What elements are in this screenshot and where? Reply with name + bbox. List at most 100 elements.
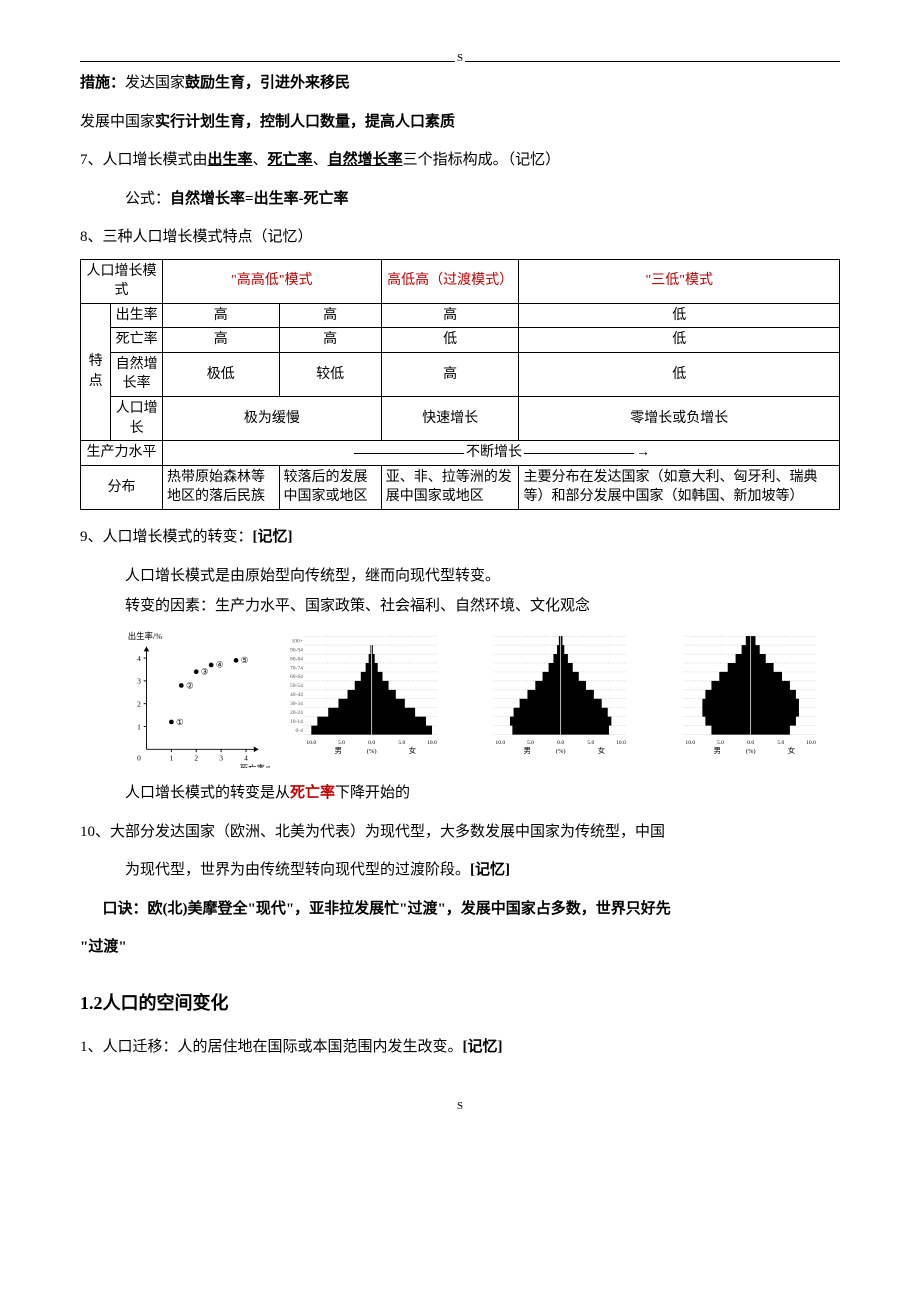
svg-text:100+: 100+ [291, 638, 302, 644]
paragraph-10b: 为现代型，世界为由传统型转向现代型的过渡阶段。[记忆] [80, 853, 840, 888]
label-measures: 措施： [80, 75, 125, 91]
svg-text:0.0: 0.0 [558, 739, 565, 745]
table-cell: 特点 [81, 303, 111, 441]
svg-text:10.0: 10.0 [496, 739, 506, 745]
text: 、 [253, 152, 268, 168]
table-cell: 人口增长模式 [81, 259, 163, 303]
text: 人口增长模式是由原始型向传统型，继而向现代型转变。 [125, 568, 500, 584]
svg-text:0.0: 0.0 [368, 739, 375, 745]
section-heading: 1.2人口的空间变化 [80, 983, 840, 1024]
text-bold: [记忆] [463, 1039, 503, 1055]
text: 公式： [125, 191, 170, 207]
text: 转变的因素：生产力水平、国家政策、社会福利、自然环境、文化观念 [125, 598, 590, 614]
svg-text:10.0: 10.0 [616, 739, 626, 745]
svg-text:5.0: 5.0 [777, 739, 784, 745]
svg-text:3: 3 [137, 677, 141, 686]
svg-text:(%): (%) [556, 748, 566, 755]
table-cell: 高 [279, 303, 381, 328]
svg-text:④: ④ [216, 661, 224, 670]
svg-text:2: 2 [137, 700, 141, 709]
svg-text:10.0: 10.0 [685, 739, 695, 745]
table-cell-arrow: 不断增长→ [162, 441, 839, 466]
paragraph-10: 10、大部分发达国家（欧洲、北美为代表）为现代型，大多数发展中国家为传统型，中国 [80, 815, 840, 850]
svg-text:0.0: 0.0 [747, 739, 754, 745]
svg-text:10.0: 10.0 [427, 739, 437, 745]
svg-text:20-24: 20-24 [290, 710, 303, 716]
table-cell: 极低 [162, 352, 279, 396]
table-row: 人口增长模式 "高高低"模式 高低高（过渡模式） "三低"模式 [81, 259, 840, 303]
table-row: 分布 热带原始森林等地区的落后民族 较落后的发展中国家或地区 亚、非、拉等洲的发… [81, 465, 840, 509]
svg-text:10-14: 10-14 [290, 718, 303, 724]
header-marker: S [455, 46, 465, 71]
table-row: 特点 出生率 高 高 高 低 [81, 303, 840, 328]
text-bold: [记忆] [253, 529, 293, 545]
text-red: 死亡率 [290, 785, 335, 801]
svg-text:60-64: 60-64 [290, 674, 303, 680]
text: 不断增长 [466, 445, 522, 460]
text: 7、人口增长模式由 [80, 152, 208, 168]
table-cell: 极为缓慢 [162, 397, 381, 441]
document-page: S 措施：发达国家鼓励生育，引进外来移民 发展中国家实行计划生育，控制人口数量，… [0, 0, 920, 1160]
footer-marker: S [80, 1094, 840, 1119]
svg-text:(%): (%) [367, 748, 377, 755]
table-cell: 较低 [279, 352, 381, 396]
text: 口诀：欧(北)美摩登全"现代"，亚非拉发展忙"过渡"，发展中国家占多数，世界只好… [103, 901, 671, 917]
svg-text:③: ③ [201, 668, 209, 677]
svg-text:4: 4 [244, 754, 248, 763]
table-cell: 热带原始森林等地区的落后民族 [162, 465, 279, 509]
table-cell: 人口增长 [111, 397, 163, 441]
svg-text:1: 1 [169, 754, 173, 763]
pyramid-3: 10.05.00.05.010.0男(%)女 [661, 625, 840, 769]
table-cell: "三低"模式 [519, 259, 840, 303]
svg-text:男: 男 [524, 746, 531, 755]
table-cell: 低 [381, 328, 519, 353]
text-bold: [记忆] [470, 862, 510, 878]
svg-text:0: 0 [137, 754, 141, 763]
svg-text:女: 女 [787, 745, 794, 755]
text: 8、三种人口增长模式特点（记忆） [80, 229, 313, 245]
svg-text:50-54: 50-54 [290, 683, 303, 689]
text: 、 [313, 152, 328, 168]
svg-text:10.0: 10.0 [806, 739, 816, 745]
table-cell: 死亡率 [111, 328, 163, 353]
table-cell: "高高低"模式 [162, 259, 381, 303]
svg-text:5.0: 5.0 [717, 739, 724, 745]
table-cell: 零增长或负增长 [519, 397, 840, 441]
text: 9、人口增长模式的转变： [80, 529, 253, 545]
text: 1、人口迁移：人的居住地在国际或本国范围内发生改变。 [80, 1039, 463, 1055]
svg-text:40-44: 40-44 [290, 692, 303, 698]
svg-text:⑤: ⑤ [241, 656, 249, 665]
svg-text:3: 3 [219, 754, 223, 763]
table-cell: 低 [519, 328, 840, 353]
svg-text:4: 4 [137, 654, 141, 663]
text-bold: 自然增长率=出生率-死亡率 [170, 191, 349, 207]
svg-text:男: 男 [335, 746, 342, 755]
table-cell: 高 [162, 303, 279, 328]
text: 下降开始的 [335, 785, 410, 801]
pyramid-charts: 100+90-9480-8470-7460-6450-5440-4430-342… [282, 625, 840, 769]
svg-text:0-4: 0-4 [296, 727, 304, 733]
text: 人口增长模式的转变是从 [125, 785, 290, 801]
svg-text:5.0: 5.0 [398, 739, 405, 745]
text-bold: 实行计划生育，控制人口数量，提高人口素质 [155, 114, 455, 130]
table-cell: 快速增长 [381, 397, 519, 441]
text-underline: 自然增长率 [328, 152, 403, 168]
svg-text:女: 女 [409, 745, 416, 755]
paragraph-formula: 公式：自然增长率=出生率-死亡率 [80, 182, 840, 217]
paragraph-developing: 发展中国家实行计划生育，控制人口数量，提高人口素质 [80, 105, 840, 140]
table-cell: 高 [162, 328, 279, 353]
table-cell: 出生率 [111, 303, 163, 328]
pyramid-1: 100+90-9480-8470-7460-6450-5440-4430-342… [282, 625, 461, 769]
paragraph-mnemonic-b: "过渡" [80, 930, 840, 965]
svg-text:90-94: 90-94 [290, 647, 303, 653]
text: 三个指标构成。（记忆） [403, 152, 561, 168]
table-cell: 主要分布在发达国家（如意大利、匈牙利、瑞典等）和部分发展中国家（如韩国、新加坡等… [519, 465, 840, 509]
table-row: 死亡率 高 高 低 低 [81, 328, 840, 353]
svg-text:出生率/%: 出生率/% [128, 631, 162, 641]
population-mode-table: 人口增长模式 "高高低"模式 高低高（过渡模式） "三低"模式 特点 出生率 高… [80, 259, 840, 511]
svg-text:70-74: 70-74 [290, 665, 303, 671]
table-cell: 高 [279, 328, 381, 353]
table-cell: 较落后的发展中国家或地区 [279, 465, 381, 509]
table-cell: 自然增长率 [111, 352, 163, 396]
scatter-chart: 12341234出生率/%死亡率/%0①②③④⑤ [120, 628, 270, 768]
